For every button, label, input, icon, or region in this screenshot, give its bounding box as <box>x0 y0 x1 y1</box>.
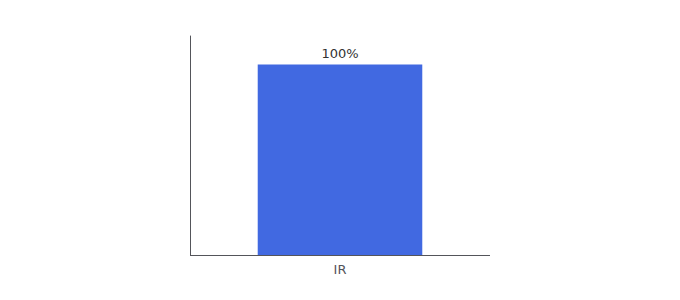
svg-text:IR: IR <box>334 262 347 277</box>
svg-text:100%: 100% <box>321 46 358 61</box>
